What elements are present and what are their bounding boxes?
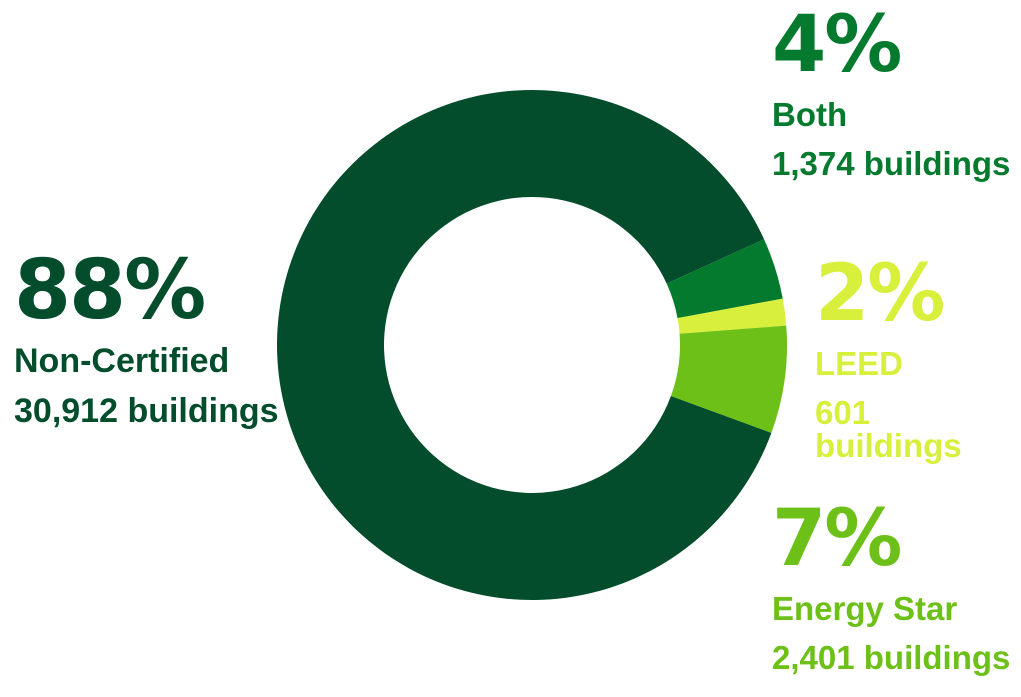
count-energy-star: 2,401 buildings bbox=[772, 639, 1011, 676]
label-both: 4% Both 1,374 buildings bbox=[772, 6, 1010, 180]
percent-both: 4% bbox=[772, 0, 902, 90]
name-energy-star: Energy Star bbox=[772, 590, 958, 627]
label-energy-star: 7% Energy Star 2,401 buildings bbox=[772, 500, 1010, 674]
slice-leed bbox=[677, 298, 787, 334]
percent-leed: 2% bbox=[815, 249, 945, 339]
name-non-certified: Non-Certified bbox=[14, 342, 230, 380]
name-both: Both bbox=[772, 96, 848, 133]
count-non-certified: 30,912 buildings bbox=[14, 392, 279, 430]
label-leed: 2% LEED 601 buildings bbox=[815, 255, 1021, 462]
count-both: 1,374 buildings bbox=[772, 145, 1011, 182]
slice-both bbox=[666, 239, 783, 319]
label-non-certified: 88% Non-Certified 30,912 buildings bbox=[14, 243, 279, 430]
count-leed: 601 buildings bbox=[815, 394, 962, 464]
slice-energy-star bbox=[670, 325, 787, 433]
percent-non-certified: 88% bbox=[14, 243, 206, 338]
slice-non-certified bbox=[277, 90, 772, 601]
name-leed: LEED bbox=[815, 345, 904, 382]
percent-energy-star: 7% bbox=[772, 494, 902, 584]
